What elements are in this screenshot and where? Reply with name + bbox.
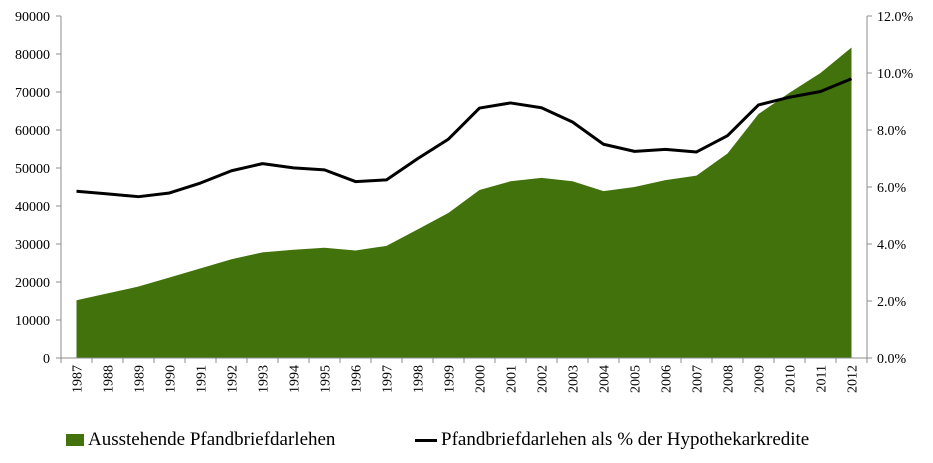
right-tick-label: 6.0% <box>877 181 907 196</box>
left-tick-label: 50000 <box>15 162 50 177</box>
x-tick-label: 2002 <box>536 365 551 393</box>
right-tick-label: 4.0% <box>877 238 907 253</box>
x-tick-label: 1997 <box>381 365 396 393</box>
right-tick-label: 0.0% <box>877 352 907 367</box>
x-tick-label: 1989 <box>133 365 148 393</box>
x-tick-label: 2006 <box>660 365 675 393</box>
right-tick-label: 12.0% <box>877 10 914 25</box>
left-tick-label: 10000 <box>15 314 50 329</box>
x-tick-label: 2008 <box>722 365 737 393</box>
x-tick-label: 1992 <box>226 365 241 393</box>
x-tick-label: 1996 <box>350 365 365 393</box>
legend-item-line: Pfandbriefdarlehen als % der Hypothekark… <box>415 429 809 451</box>
x-tick-label: 1987 <box>71 365 86 393</box>
area-series <box>76 47 852 358</box>
x-tick-label: 2009 <box>753 365 768 393</box>
left-axis-ticks: 0 10000 20000 30000 40000 50000 60000 70000 8000… <box>15 10 61 367</box>
left-tick-label: 80000 <box>15 48 50 63</box>
x-tick-label: 1994 <box>288 365 303 393</box>
left-tick-label: 90000 <box>15 10 50 25</box>
x-tick-label: 1991 <box>195 365 210 393</box>
x-tick-label: 1995 <box>319 365 334 393</box>
legend-label-area: Ausstehende Pfandbriefdarlehen <box>88 429 336 450</box>
x-tick-label: 1988 <box>102 365 117 393</box>
x-tick-label: 2001 <box>505 365 520 393</box>
left-tick-label: 20000 <box>15 276 50 291</box>
legend: Ausstehende Pfandbriefdarlehen Pfandbrie… <box>0 425 933 455</box>
x-axis-ticks: 1987 1988 1989 1990 1991 1992 1993 1994 1995 1996… <box>60 358 868 393</box>
x-tick-label: 2012 <box>846 365 861 393</box>
legend-item-area: Ausstehende Pfandbriefdarlehen <box>66 429 335 451</box>
line-series <box>76 77 853 199</box>
x-tick-label: 1999 <box>443 365 458 393</box>
x-tick-label: 2010 <box>784 365 799 393</box>
line-series-layer <box>76 77 853 199</box>
right-tick-label: 10.0% <box>877 67 914 82</box>
left-tick-label: 70000 <box>15 86 50 101</box>
left-tick-label: 40000 <box>15 200 50 215</box>
right-axis-ticks: 0.0% 2.0% 4.0% 6.0% 8.0% 10.0% 12.0% <box>867 10 914 367</box>
right-tick-label: 2.0% <box>877 295 907 310</box>
left-tick-label: 30000 <box>15 238 50 253</box>
left-tick-label: 60000 <box>15 124 50 139</box>
left-tick-label: 0 <box>43 352 50 367</box>
area-series-layer <box>76 47 852 358</box>
chart: 0 10000 20000 30000 40000 50000 60000 70000 8000… <box>15 10 914 393</box>
x-tick-label: 1993 <box>257 365 272 393</box>
x-tick-label: 2005 <box>629 365 644 393</box>
right-tick-label: 8.0% <box>877 124 907 139</box>
legend-swatch-line <box>415 438 437 442</box>
x-tick-label: 2000 <box>474 365 489 393</box>
x-tick-label: 2007 <box>691 365 706 393</box>
legend-swatch-area <box>66 434 84 446</box>
x-tick-label: 2004 <box>598 365 613 393</box>
x-tick-label: 1998 <box>412 365 427 393</box>
x-tick-label: 2011 <box>815 365 830 392</box>
legend-label-line: Pfandbriefdarlehen als % der Hypothekark… <box>441 429 810 450</box>
x-tick-label: 2003 <box>567 365 582 393</box>
x-tick-label: 1990 <box>164 365 179 393</box>
